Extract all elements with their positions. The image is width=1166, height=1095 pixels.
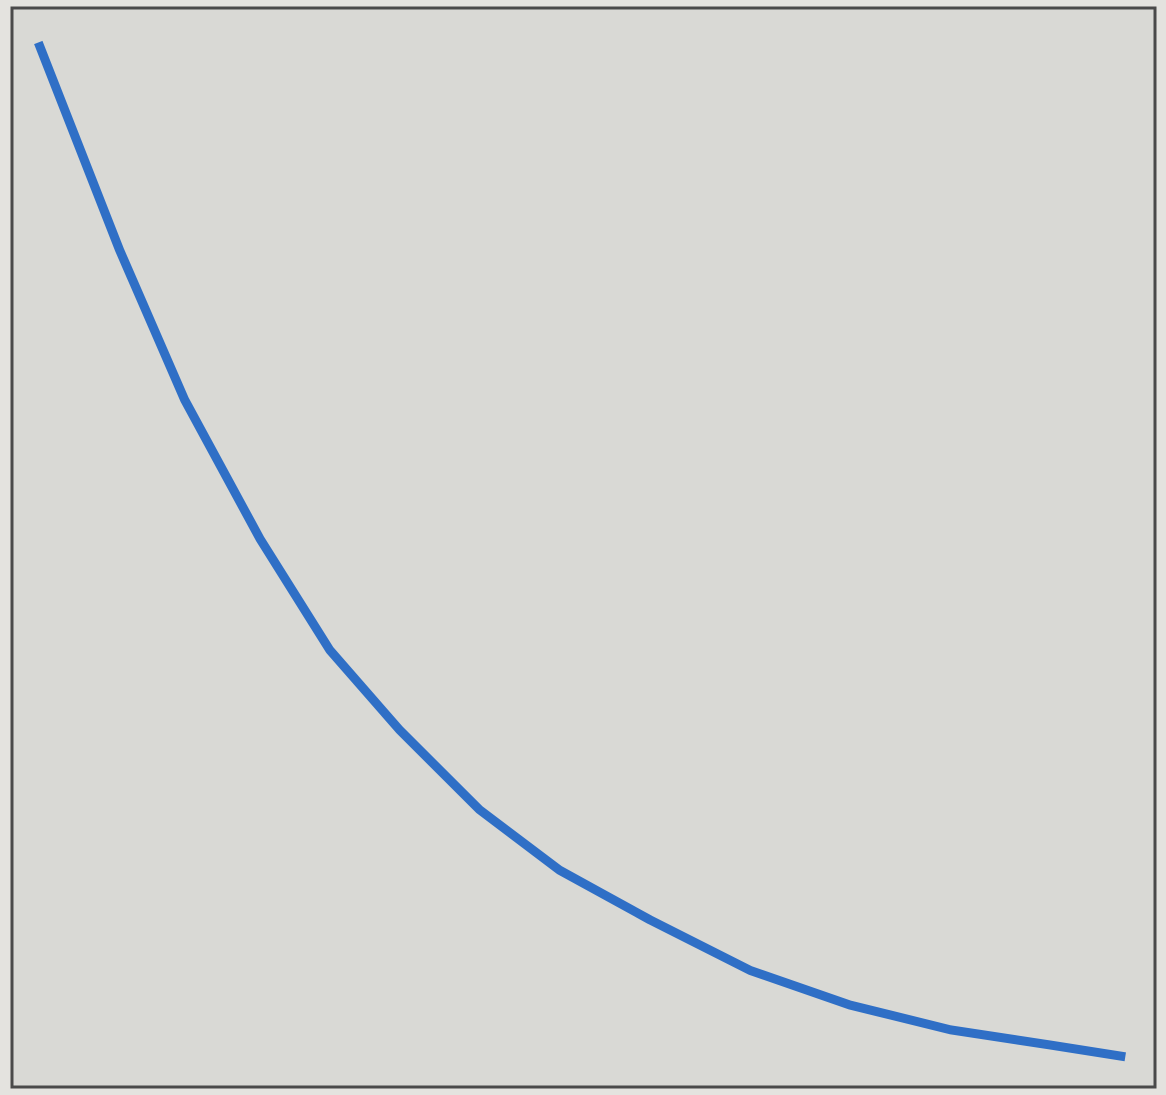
- curve: [34, 40, 1126, 1062]
- plot-frame: [10, 6, 1157, 1089]
